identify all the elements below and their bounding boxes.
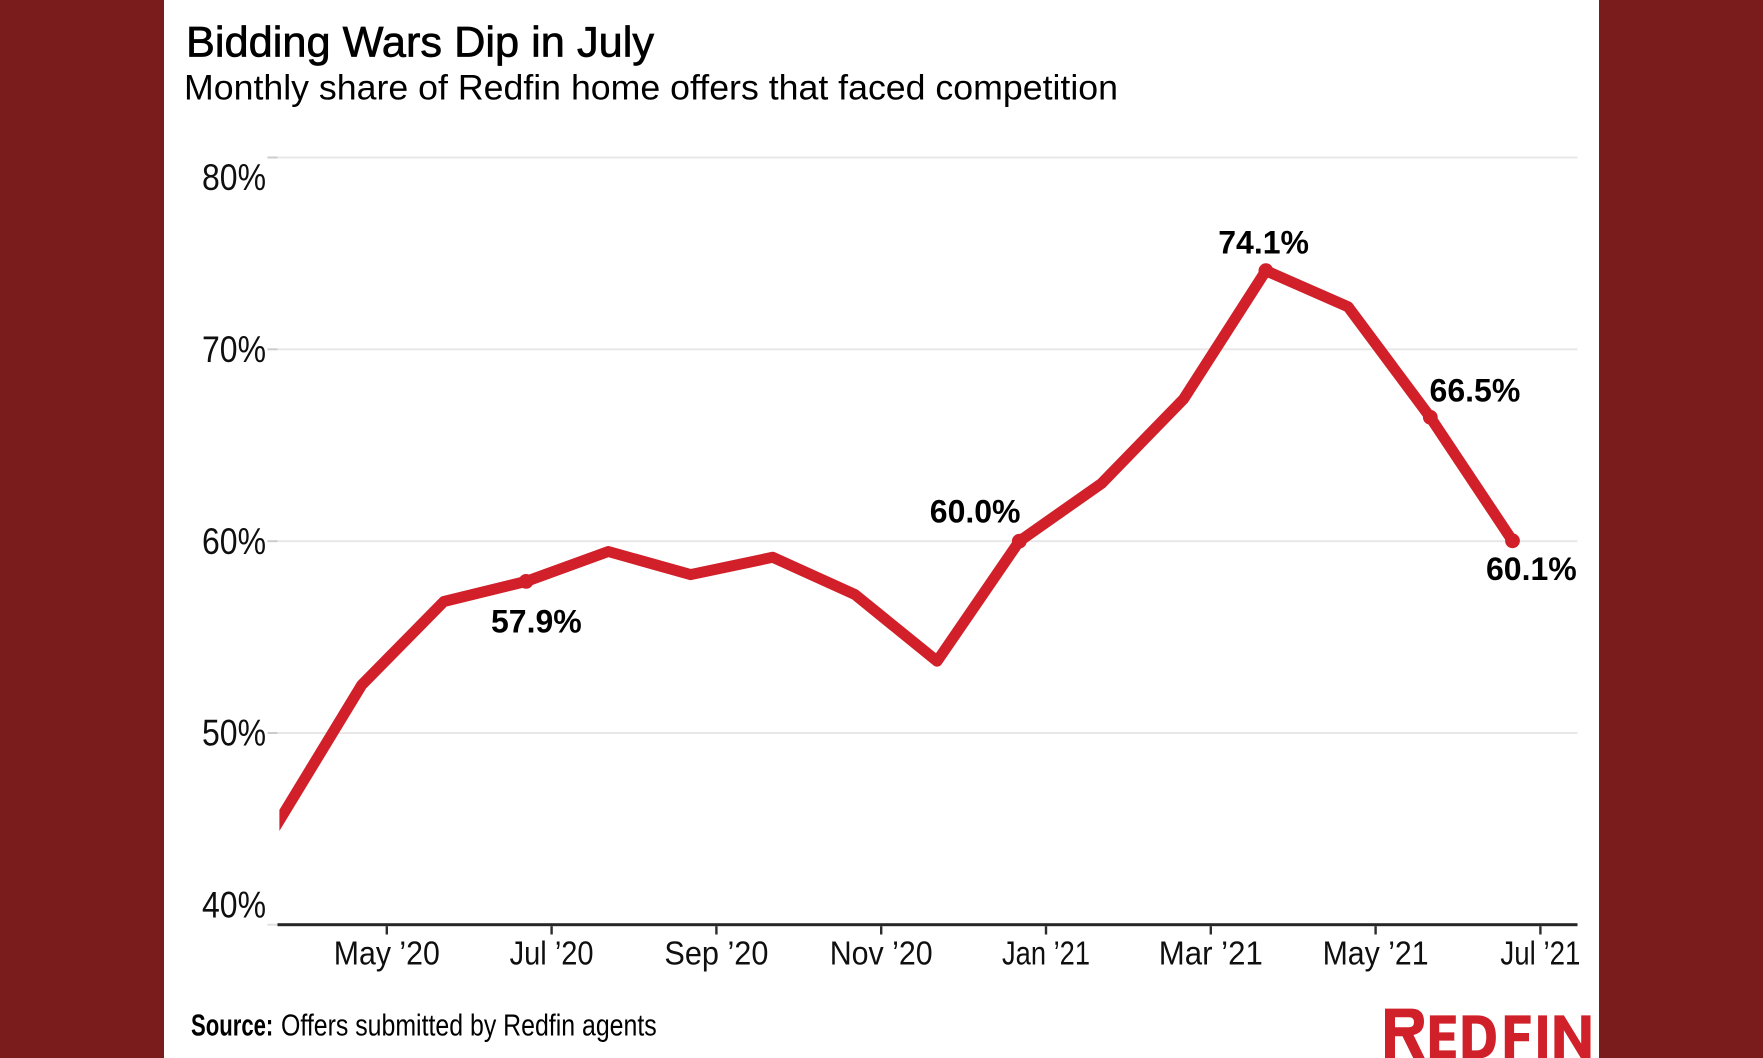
svg-text:May ’21: May ’21 xyxy=(1323,935,1429,972)
svg-text:40%: 40% xyxy=(202,884,266,925)
svg-text:57.9%: 57.9% xyxy=(491,603,582,639)
svg-text:Mar ’21: Mar ’21 xyxy=(1159,935,1263,972)
svg-text:60.0%: 60.0% xyxy=(930,494,1021,530)
svg-text:Monthly share of Redfin home o: Monthly share of Redfin home offers that… xyxy=(184,68,1118,107)
svg-text:70%: 70% xyxy=(202,329,266,370)
svg-text:Source:: Source: xyxy=(191,1008,273,1043)
svg-text:May ’20: May ’20 xyxy=(334,935,440,972)
svg-text:Offers submitted by Redfin age: Offers submitted by Redfin agents xyxy=(281,1008,657,1043)
svg-text:Sep ’20: Sep ’20 xyxy=(664,935,768,972)
svg-text:Nov ’20: Nov ’20 xyxy=(830,935,933,972)
svg-text:Bidding Wars Dip in July: Bidding Wars Dip in July xyxy=(186,20,655,67)
svg-text:66.5%: 66.5% xyxy=(1430,373,1521,409)
svg-text:60%: 60% xyxy=(202,521,266,562)
svg-text:60.1%: 60.1% xyxy=(1486,551,1577,587)
svg-text:80%: 80% xyxy=(202,157,266,198)
svg-text:Jul ’20: Jul ’20 xyxy=(510,935,594,972)
svg-text:Jan ’21: Jan ’21 xyxy=(1002,935,1090,972)
svg-text:50%: 50% xyxy=(202,713,266,754)
svg-text:74.1%: 74.1% xyxy=(1218,225,1309,261)
svg-text:Jul ’21: Jul ’21 xyxy=(1500,935,1580,972)
